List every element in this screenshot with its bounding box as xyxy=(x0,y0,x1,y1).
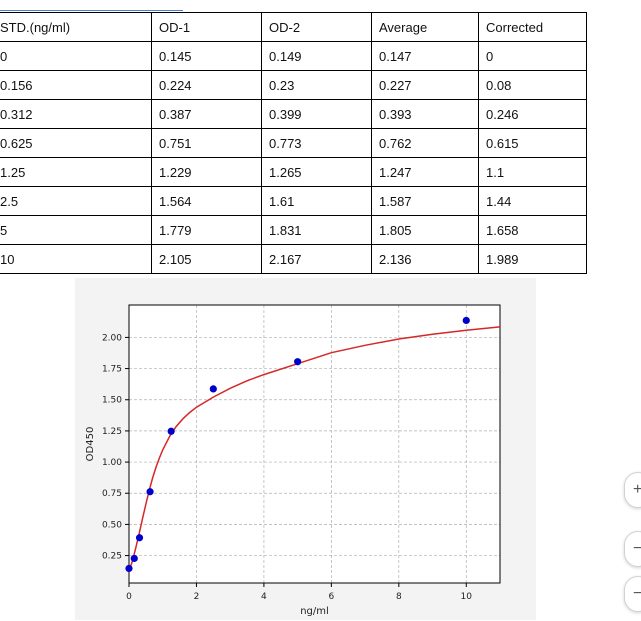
y-tick-label: 2.00 xyxy=(102,333,122,343)
table-row: 2.5 1.564 1.61 1.587 1.44 xyxy=(0,186,587,216)
table-cell: 0.156 xyxy=(0,70,152,100)
header-od2: OD-2 xyxy=(261,12,372,42)
table-cell: 0.773 xyxy=(261,128,372,158)
header-std: STD.(ng/ml) xyxy=(0,12,152,42)
table-cell: 0.387 xyxy=(151,99,262,129)
header-corrected: Corrected xyxy=(478,12,587,42)
plot-area xyxy=(129,305,500,583)
data-point xyxy=(146,488,154,496)
zoom-out-button[interactable]: − xyxy=(624,531,641,567)
x-tick-label: 10 xyxy=(461,592,473,602)
table-cell: 0 xyxy=(0,41,152,71)
table-cell: 1.265 xyxy=(261,157,372,187)
table-row: 0 0.145 0.149 0.147 0 xyxy=(0,41,587,71)
table-cell: 2.5 xyxy=(0,186,152,216)
chart-svg: 0 2 4 6 8 10 0.25 0.50 0.75 1.00 1.25 1.50 1.75 2.00 n… xyxy=(85,304,501,617)
standard-curve-table: STD.(ng/ml) OD-1 OD-2 Average Corrected … xyxy=(0,12,587,274)
table-cell: 0.23 xyxy=(261,70,372,100)
table-cell: 0.312 xyxy=(0,99,152,129)
table-cell: 10 xyxy=(0,244,152,274)
x-axis-label: ng/ml xyxy=(300,606,329,617)
table-cell: 0.751 xyxy=(151,128,262,158)
data-point xyxy=(167,427,175,435)
data-point xyxy=(125,564,133,573)
y-tick-label: 1.50 xyxy=(102,396,122,406)
data-point xyxy=(130,554,138,563)
table-cell: 1.587 xyxy=(371,186,479,216)
table-cell: 0.227 xyxy=(371,70,479,100)
table-cell: 0.399 xyxy=(261,99,372,129)
y-axis-label: OD450 xyxy=(85,427,96,462)
y-tick-label: 1.00 xyxy=(102,458,122,468)
table-row: 10 2.105 2.167 2.136 1.989 xyxy=(0,244,587,274)
y-tick-label: 0.50 xyxy=(102,520,122,530)
fit-button[interactable]: − xyxy=(624,576,641,612)
zoom-out-icon: − xyxy=(633,540,641,557)
y-tick-label: 0.75 xyxy=(102,489,122,499)
x-tick-label: 8 xyxy=(396,592,402,602)
y-tick-label: 0.25 xyxy=(102,552,122,562)
table-cell: 1.1 xyxy=(478,157,587,187)
table-cell: 0.147 xyxy=(371,41,479,71)
table-cell: 5 xyxy=(0,215,152,245)
table-header-row: STD.(ng/ml) OD-1 OD-2 Average Corrected xyxy=(0,12,587,42)
fit-icon: − xyxy=(633,585,641,602)
grid-lines xyxy=(128,305,500,583)
fit-curve xyxy=(129,326,500,572)
data-point xyxy=(294,358,302,366)
table-cell: 1.805 xyxy=(371,215,479,245)
table-cell: 2.136 xyxy=(371,244,479,274)
table-cell: 1.229 xyxy=(151,157,262,187)
header-od1: OD-1 xyxy=(151,12,262,42)
table-cell: 0.224 xyxy=(151,70,262,100)
data-point xyxy=(135,534,144,542)
plot-frame xyxy=(128,304,501,584)
table-cell: 1.779 xyxy=(151,215,262,245)
data-point xyxy=(462,316,470,325)
table-cell: 0.246 xyxy=(478,99,587,129)
table-row: 0.156 0.224 0.23 0.227 0.08 xyxy=(0,70,587,100)
standard-curve-chart: 0 2 4 6 8 10 0.25 0.50 0.75 1.00 1.25 1.50 1.75 2.00 n… xyxy=(75,278,536,620)
table-cell: 1.658 xyxy=(478,215,587,245)
data-point xyxy=(209,385,217,393)
table-cell: 2.167 xyxy=(261,244,372,274)
table-row: 5 1.779 1.831 1.805 1.658 xyxy=(0,215,587,245)
axis-labels: 0 2 4 6 8 10 0.25 0.50 0.75 1.00 1.25 1.50 1.75 2.00 n… xyxy=(85,333,472,617)
table-cell: 0.145 xyxy=(151,41,262,71)
data-points xyxy=(125,316,470,573)
fit-curve-layer xyxy=(129,326,500,572)
table-cell: 1.61 xyxy=(261,186,372,216)
x-tick-label: 4 xyxy=(261,592,267,602)
table-cell: 0 xyxy=(478,41,587,71)
table-cell: 0.08 xyxy=(478,70,587,100)
table-cell: 0.615 xyxy=(478,128,587,158)
table-row: 0.625 0.751 0.773 0.762 0.615 xyxy=(0,128,587,158)
top-divider xyxy=(0,10,183,11)
axes xyxy=(125,304,501,587)
table-cell: 1.831 xyxy=(261,215,372,245)
header-average: Average xyxy=(371,12,479,42)
table-cell: 1.44 xyxy=(478,186,587,216)
table-cell: 1.989 xyxy=(478,244,587,274)
table-cell: 1.25 xyxy=(0,157,152,187)
table-cell: 2.105 xyxy=(151,244,262,274)
table-row: 1.25 1.229 1.265 1.247 1.1 xyxy=(0,157,587,187)
table-row: 0.312 0.387 0.399 0.393 0.246 xyxy=(0,99,587,129)
y-tick-label: 1.75 xyxy=(102,365,122,375)
table-cell: 0.762 xyxy=(371,128,479,158)
zoom-in-button[interactable]: + xyxy=(624,472,641,508)
table-cell: 0.625 xyxy=(0,128,152,158)
x-tick-label: 2 xyxy=(194,592,200,602)
x-tick-label: 6 xyxy=(328,592,334,602)
table-cell: 0.149 xyxy=(261,41,372,71)
table-cell: 1.564 xyxy=(151,186,262,216)
table-cell: 1.247 xyxy=(371,157,479,187)
table-cell: 0.393 xyxy=(371,99,479,129)
x-tick-label: 0 xyxy=(126,592,132,602)
y-tick-label: 1.25 xyxy=(102,427,122,437)
zoom-in-icon: + xyxy=(633,481,641,498)
